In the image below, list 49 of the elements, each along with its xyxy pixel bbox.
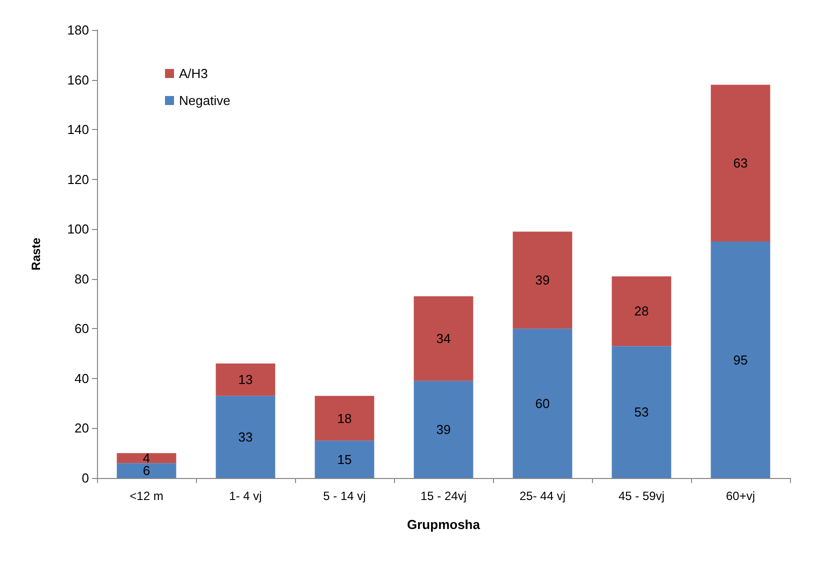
x-tick-label: 1- 4 vj	[229, 489, 262, 503]
bar	[414, 296, 474, 381]
data-label: 63	[733, 156, 748, 171]
bar	[512, 232, 572, 329]
bar	[314, 440, 374, 478]
y-tick-label: 60	[74, 321, 89, 336]
y-tick-label: 0	[82, 470, 89, 486]
y-tick-label: 20	[74, 420, 89, 436]
data-label: 39	[436, 422, 451, 437]
data-label: 34	[436, 331, 451, 346]
y-axis-title: Raste	[29, 237, 43, 270]
legend-label: A/H3	[179, 66, 208, 81]
bar	[414, 380, 474, 478]
x-tick-label: 25- 44 vj	[519, 489, 566, 503]
bar	[612, 276, 672, 346]
data-label: 18	[337, 410, 352, 426]
y-tick-label: 180	[67, 22, 89, 38]
data-label: 53	[634, 404, 649, 420]
y-tick-label: 160	[67, 72, 89, 88]
y-tick-label: 120	[67, 172, 89, 187]
data-label: 6	[142, 463, 150, 478]
data-label: 95	[733, 352, 748, 368]
bar	[710, 242, 770, 478]
x-tick-label: 60+vj	[726, 489, 756, 503]
bar	[116, 463, 176, 478]
data-label: 39	[535, 272, 550, 288]
bar	[512, 328, 572, 478]
x-axis-title: Grupmosha	[407, 517, 481, 532]
bar	[710, 84, 770, 242]
x-tick-label: 15 - 24vj	[420, 489, 467, 503]
x-tick-label: 45 - 59vj	[618, 489, 665, 503]
legend-label: Negative	[179, 93, 230, 108]
bar	[216, 364, 276, 396]
x-tick-label: <12 m	[130, 489, 164, 503]
data-label: 33	[238, 429, 253, 444]
x-tick-label: 5 - 14 vj	[323, 489, 366, 503]
data-label: 60	[535, 396, 550, 411]
y-tick-label: 80	[74, 271, 89, 286]
bar	[116, 453, 176, 464]
bar	[314, 396, 374, 441]
data-label: 13	[238, 372, 253, 388]
y-tick-label: 40	[74, 370, 89, 386]
data-label: 4	[142, 450, 150, 466]
y-tick-label: 140	[67, 122, 89, 138]
data-label: 28	[634, 304, 649, 319]
y-tick-label: 100	[67, 222, 89, 237]
data-label: 15	[337, 452, 352, 467]
bar	[612, 346, 672, 478]
bar	[216, 396, 276, 478]
